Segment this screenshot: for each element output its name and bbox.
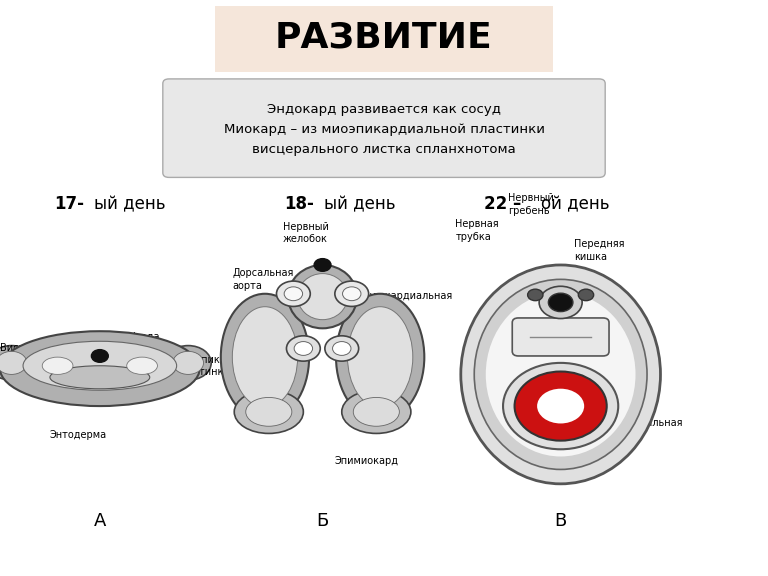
Text: Эндокард развивается как сосуд
Миокард – из миоэпикардиальной пластинки
висцерал: Эндокард развивается как сосуд Миокард –… <box>223 103 545 156</box>
Ellipse shape <box>461 265 660 484</box>
Circle shape <box>536 388 585 425</box>
Ellipse shape <box>0 346 35 380</box>
Ellipse shape <box>485 293 635 456</box>
FancyBboxPatch shape <box>163 79 605 177</box>
Text: ый день: ый день <box>324 195 396 214</box>
FancyBboxPatch shape <box>512 318 609 356</box>
Text: Нервная
трубка: Нервная трубка <box>455 219 499 241</box>
Circle shape <box>286 336 320 361</box>
Ellipse shape <box>298 274 347 320</box>
Ellipse shape <box>50 366 150 389</box>
Ellipse shape <box>353 397 399 426</box>
Text: А: А <box>94 512 106 530</box>
Circle shape <box>515 372 607 441</box>
Ellipse shape <box>165 346 211 380</box>
Circle shape <box>276 281 310 306</box>
Circle shape <box>91 350 108 362</box>
Circle shape <box>578 289 594 301</box>
Ellipse shape <box>42 357 73 374</box>
Ellipse shape <box>0 331 200 406</box>
Ellipse shape <box>127 357 157 374</box>
Text: Эпимиокард: Эпимиокард <box>334 456 398 466</box>
Text: Дорсальная
аорта: Дорсальная аорта <box>233 268 294 290</box>
Circle shape <box>335 281 369 306</box>
Text: 17-: 17- <box>54 195 84 214</box>
Circle shape <box>503 363 618 449</box>
Text: В: В <box>554 512 567 530</box>
Circle shape <box>539 286 582 319</box>
Ellipse shape <box>336 294 424 420</box>
Ellipse shape <box>288 265 357 328</box>
Text: Хорда: Хорда <box>129 332 161 342</box>
Ellipse shape <box>347 307 412 408</box>
Circle shape <box>284 287 303 301</box>
Text: Нервный
гребень: Нервный гребень <box>508 194 554 215</box>
Text: Плевро-
перикардиальная
полость: Плевро- перикардиальная полость <box>590 406 682 441</box>
Ellipse shape <box>23 341 177 391</box>
Ellipse shape <box>221 294 309 420</box>
Text: Эндокардиальная
трубка: Эндокардиальная трубка <box>359 291 452 313</box>
Circle shape <box>294 342 313 355</box>
Circle shape <box>343 287 361 301</box>
Text: ый день: ый день <box>94 195 165 214</box>
Ellipse shape <box>0 351 27 374</box>
Text: 22 –: 22 – <box>484 195 521 214</box>
Text: Энтодерма: Энтодерма <box>50 430 107 440</box>
Text: Нервный
желобок: Нервный желобок <box>283 222 329 244</box>
Circle shape <box>314 259 331 271</box>
Circle shape <box>325 336 359 361</box>
Text: 18-: 18- <box>284 195 314 214</box>
Circle shape <box>528 289 543 301</box>
Circle shape <box>333 342 351 355</box>
Text: Миоэпикардиальная
пластинка: Миоэпикардиальная пластинка <box>175 355 282 377</box>
Text: ой день: ой день <box>541 195 610 214</box>
Text: Передняя
кишка: Передняя кишка <box>574 240 625 262</box>
Ellipse shape <box>246 397 292 426</box>
Ellipse shape <box>474 279 647 469</box>
Text: Висцеральный
листок спланхнотома: Висцеральный листок спланхнотома <box>0 343 112 365</box>
Text: РАЗВИТИЕ: РАЗВИТИЕ <box>275 20 493 55</box>
Text: Б: Б <box>316 512 329 530</box>
FancyBboxPatch shape <box>215 6 553 72</box>
Ellipse shape <box>173 351 204 374</box>
Circle shape <box>548 293 573 312</box>
Ellipse shape <box>234 391 303 433</box>
Ellipse shape <box>232 307 297 408</box>
Ellipse shape <box>342 391 411 433</box>
